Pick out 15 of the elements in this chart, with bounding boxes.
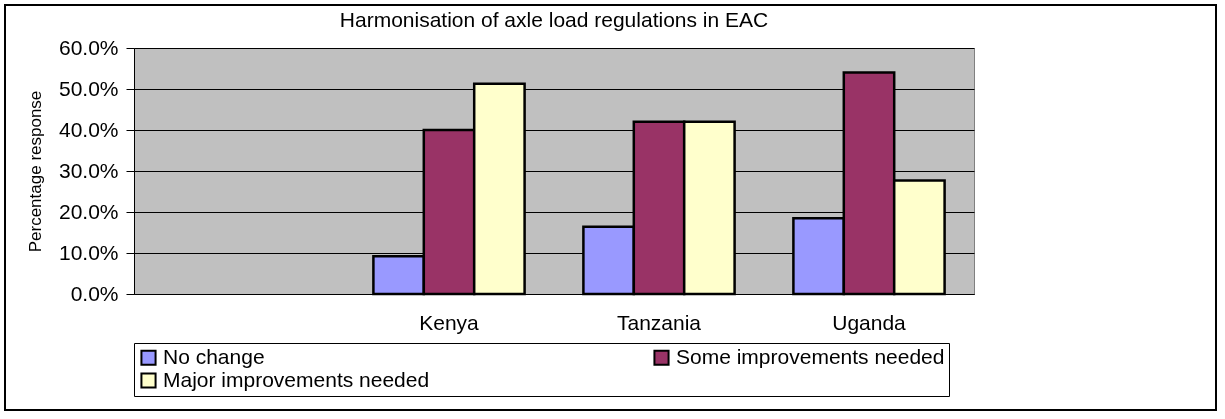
y-axis-title: Percentage response xyxy=(25,90,45,253)
legend-label: Some improvements needed xyxy=(676,344,945,368)
y-tick-label: 30.0% xyxy=(58,158,119,182)
y-tick-label: 10.0% xyxy=(58,240,119,264)
y-tick-label: 40.0% xyxy=(58,117,119,141)
x-tick-label: Tanzania xyxy=(616,310,702,334)
chart-title: Harmonisation of axle load regulations in EAC xyxy=(339,8,769,31)
legend-label: No change xyxy=(163,344,265,368)
x-tick-label: Uganda xyxy=(832,310,907,334)
y-tick-label: 60.0% xyxy=(58,35,119,59)
y-tick-label: 50.0% xyxy=(58,76,119,100)
y-tick-label: 0.0% xyxy=(70,281,119,305)
x-tick-label: Kenya xyxy=(419,310,480,334)
y-tick-label: 20.0% xyxy=(58,199,119,223)
legend-label: Major improvements needed xyxy=(163,367,430,391)
